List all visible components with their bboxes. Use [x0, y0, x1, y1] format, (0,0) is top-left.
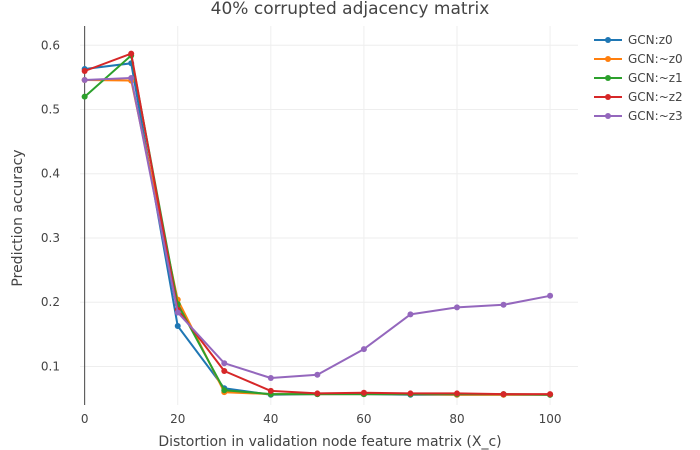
data-point[interactable]: [407, 390, 414, 397]
data-point[interactable]: [267, 387, 274, 394]
y-tick-label: 0.2: [41, 295, 60, 309]
data-point[interactable]: [314, 371, 321, 378]
series-line[interactable]: [84, 79, 551, 396]
legend-item[interactable]: GCN:~z0: [594, 52, 683, 66]
y-tick-label: 0.1: [41, 359, 60, 373]
series-GCN:~z3[interactable]: [81, 75, 554, 382]
series-GCN:~z2[interactable]: [81, 50, 554, 398]
series-line[interactable]: [84, 77, 551, 379]
y-tick-label: 0.6: [41, 38, 60, 52]
y-tick-label: 0.3: [41, 231, 60, 245]
grid-lines: [80, 26, 578, 405]
series-GCN:~z1[interactable]: [81, 52, 554, 398]
y-axis-title: Prediction accuracy: [10, 149, 26, 286]
legend-label: GCN:~z2: [628, 90, 683, 104]
data-point[interactable]: [453, 390, 460, 397]
legend-marker-icon: [605, 37, 611, 43]
data-point[interactable]: [360, 346, 367, 353]
legend-label: GCN:~z3: [628, 109, 683, 123]
series-line[interactable]: [84, 62, 551, 396]
data-point[interactable]: [81, 67, 88, 74]
legend-label: GCN:~z1: [628, 71, 683, 85]
y-tick-label: 0.4: [41, 167, 60, 181]
x-axis-title: Distortion in validation node feature ma…: [158, 434, 501, 450]
legend-item[interactable]: GCN:~z2: [594, 90, 683, 104]
y-tick-label: 0.5: [41, 103, 60, 117]
data-point[interactable]: [500, 301, 507, 308]
x-tick-label: 60: [356, 412, 371, 426]
legend-item[interactable]: GCN:~z3: [594, 109, 683, 123]
data-point[interactable]: [174, 309, 181, 316]
x-tick-label: 100: [539, 412, 562, 426]
series-line[interactable]: [84, 52, 551, 396]
legend-item[interactable]: GCN:~z1: [594, 71, 683, 85]
x-tick-label: 20: [170, 412, 185, 426]
data-point[interactable]: [81, 76, 88, 83]
legend-label: GCN:~z0: [628, 52, 683, 66]
legend-marker-icon: [605, 75, 611, 81]
legend-marker-icon: [605, 56, 611, 62]
data-point[interactable]: [81, 93, 88, 100]
data-point[interactable]: [221, 360, 228, 367]
legend-item[interactable]: GCN:z0: [594, 33, 673, 47]
x-tick-label: 40: [263, 412, 278, 426]
x-tick-label: 80: [449, 412, 464, 426]
data-point[interactable]: [267, 375, 274, 382]
legend-marker-icon: [605, 113, 611, 119]
legend[interactable]: GCN:z0 GCN:~z0 GCN:~z1 GCN:~z2 GCN:~z3: [594, 33, 683, 123]
data-point[interactable]: [407, 311, 414, 318]
data-point[interactable]: [547, 391, 554, 398]
series-GCN:~z0[interactable]: [81, 76, 554, 398]
data-point[interactable]: [500, 391, 507, 398]
data-point[interactable]: [360, 389, 367, 396]
legend-label: GCN:z0: [628, 33, 673, 47]
data-point[interactable]: [453, 304, 460, 311]
data-point[interactable]: [547, 292, 554, 299]
legend-marker-icon: [605, 94, 611, 100]
series-GCN:z0[interactable]: [81, 60, 554, 398]
data-point[interactable]: [221, 387, 228, 394]
x-tick-label: 0: [81, 412, 89, 426]
data-point[interactable]: [128, 50, 135, 57]
data-point[interactable]: [221, 367, 228, 374]
data-point[interactable]: [314, 390, 321, 397]
series-lines: [81, 50, 554, 398]
chart-title: 40% corrupted adjacency matrix: [211, 0, 490, 19]
axes: 0.1 0.2 0.3 0.4 0.5 0.6 0 20 40 60 80 100: [41, 26, 562, 426]
series-line[interactable]: [84, 54, 551, 396]
data-point[interactable]: [174, 322, 181, 329]
data-point[interactable]: [128, 75, 135, 82]
